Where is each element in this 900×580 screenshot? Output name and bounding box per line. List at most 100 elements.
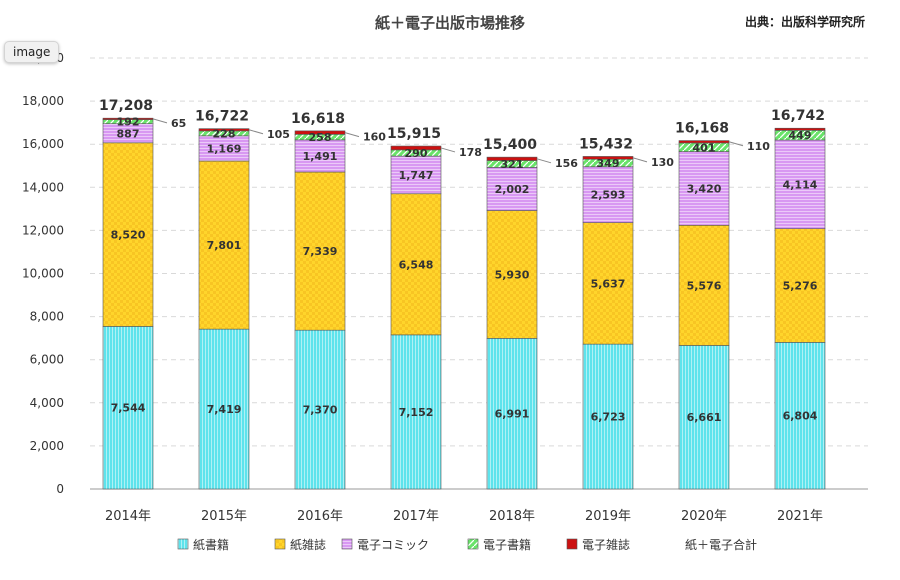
data-label-e-magazine: 160 — [363, 131, 386, 144]
data-label-paper-magazine: 5,637 — [591, 277, 626, 290]
data-label-paper-book: 6,804 — [783, 410, 818, 423]
leader-line — [632, 157, 648, 163]
bar-paper-book — [678, 345, 730, 490]
chart-title: 紙＋電子出版市場推移 — [375, 14, 525, 32]
data-label-paper-magazine: 7,801 — [207, 239, 242, 252]
legend-label-e-magazine: 電子雑誌 — [582, 537, 630, 552]
bar-e-magazine — [774, 127, 826, 131]
data-label-e-comic: 887 — [117, 127, 140, 140]
leader-line — [152, 118, 168, 124]
bar-paper-book — [774, 342, 826, 490]
data-label-paper-magazine: 7,339 — [303, 245, 338, 258]
x-tick-label: 2014年 — [105, 509, 151, 524]
leader-line — [440, 147, 456, 153]
total-label: 15,915 — [387, 126, 441, 142]
data-label-paper-magazine: 5,276 — [783, 280, 818, 293]
total-label: 16,618 — [291, 111, 345, 127]
data-label-paper-book: 6,723 — [591, 411, 626, 424]
bar-e-comic — [774, 139, 826, 229]
data-label-e-comic: 2,002 — [495, 183, 530, 196]
data-label-e-book: 290 — [405, 147, 428, 160]
data-label-paper-book: 6,661 — [687, 411, 722, 424]
data-label-paper-book: 7,370 — [303, 404, 338, 417]
y-tick-label: 0 — [56, 482, 64, 496]
legend-label-paper-book: 紙書籍 — [193, 537, 229, 552]
legend-swatch-e-book — [467, 538, 479, 550]
bar-e-comic — [486, 167, 538, 211]
y-tick-label: 10,000 — [22, 267, 64, 281]
bar-e-comic — [582, 166, 634, 223]
data-label-e-comic: 1,747 — [399, 169, 434, 182]
legend-label-total: 紙＋電子合計 — [685, 537, 757, 552]
bar-paper-book — [582, 343, 634, 490]
legend-swatch-e-comic — [341, 538, 353, 550]
bar-e-comic — [678, 151, 730, 226]
y-tick-label: 18,000 — [22, 94, 64, 108]
data-label-e-book: 321 — [501, 158, 524, 171]
image-badge: image — [4, 41, 60, 63]
bar-paper-book — [294, 329, 346, 490]
total-label: 16,722 — [195, 109, 249, 125]
legend-swatch-e-magazine — [566, 538, 578, 550]
bar-paper-book — [102, 326, 154, 490]
bar-paper-magazine — [486, 210, 538, 339]
source-note: 出典：出版科学研究所 — [745, 14, 865, 29]
data-label-e-comic: 1,491 — [303, 150, 338, 163]
legend-swatch-paper-magazine — [274, 538, 286, 550]
y-tick-label: 2,000 — [30, 439, 64, 453]
bars — [102, 117, 826, 490]
y-tick-label: 6,000 — [30, 353, 64, 367]
y-tick-label: 16,000 — [22, 137, 64, 151]
x-tick-label: 2015年 — [201, 509, 247, 524]
y-tick-label: 12,000 — [22, 223, 64, 237]
bar-e-comic — [294, 139, 346, 173]
data-label-e-book: 192 — [117, 116, 140, 129]
data-label-paper-magazine: 6,548 — [399, 258, 434, 271]
data-label-e-book: 401 — [693, 141, 716, 154]
y-tick-label: 14,000 — [22, 180, 64, 194]
bar-paper-book — [390, 334, 442, 490]
bar-paper-magazine — [390, 193, 442, 336]
data-label-paper-book: 6,991 — [495, 408, 530, 421]
x-tick-label: 2021年 — [777, 509, 823, 524]
data-label-e-comic: 4,114 — [783, 178, 818, 191]
data-label-paper-magazine: 8,520 — [111, 229, 146, 242]
y-tick-label: 8,000 — [30, 310, 64, 324]
legend: 紙書籍 紙雑誌 電子コミック 電子書籍 電子雑誌 紙＋電子合計 — [177, 537, 757, 552]
data-label-e-book: 349 — [597, 157, 620, 170]
data-label-paper-magazine: 5,930 — [495, 268, 530, 281]
y-tick-label: 4,000 — [30, 396, 64, 410]
legend-swatch-paper-book — [177, 538, 189, 550]
bar-paper-magazine — [582, 222, 634, 345]
data-label-paper-book: 7,152 — [399, 406, 434, 419]
leader-line — [728, 141, 744, 147]
data-label-e-comic: 2,593 — [591, 189, 626, 202]
data-label-e-magazine: 178 — [459, 146, 482, 159]
total-label: 15,432 — [579, 136, 633, 152]
x-tick-label: 2020年 — [681, 509, 727, 524]
data-label-e-magazine: 156 — [555, 157, 578, 170]
bar-e-comic — [390, 155, 442, 195]
data-label-e-book: 258 — [309, 131, 332, 144]
legend-label-e-book: 電子書籍 — [483, 537, 531, 552]
total-label: 15,400 — [483, 137, 537, 153]
data-label-e-book: 228 — [213, 127, 236, 140]
data-label-paper-magazine: 5,576 — [687, 279, 722, 292]
bar-e-comic — [198, 135, 250, 162]
legend-label-e-comic: 電子コミック — [357, 538, 429, 552]
data-label-e-magazine: 110 — [747, 140, 770, 153]
bar-paper-magazine — [102, 142, 154, 327]
data-label-paper-book: 7,544 — [111, 402, 146, 415]
y-axis-ticks: 0 2,000 4,000 6,000 8,000 10,000 12,000 14,000 1… — [22, 51, 64, 496]
bar-paper-magazine — [678, 224, 730, 346]
bar-paper-magazine — [294, 171, 346, 331]
data-label-e-comic: 1,169 — [207, 142, 242, 155]
x-tick-label: 2018年 — [489, 509, 535, 524]
leader-line — [248, 129, 264, 135]
data-label-e-magazine: 105 — [267, 128, 290, 141]
total-label: 16,168 — [675, 121, 729, 137]
data-label-e-book: 449 — [789, 129, 812, 142]
bar-paper-book — [198, 328, 250, 490]
